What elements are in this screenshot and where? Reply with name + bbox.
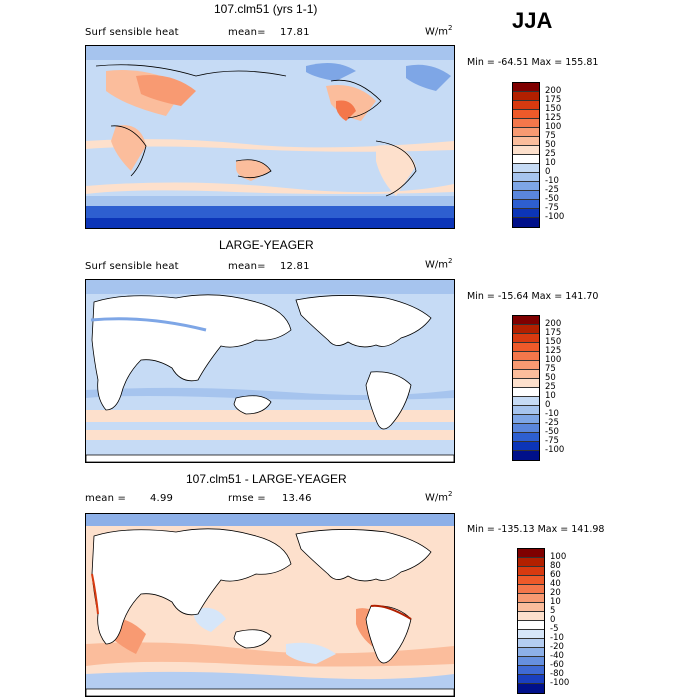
panel2-tick: 150 (545, 337, 562, 347)
panel1-tick: 75 (545, 131, 556, 141)
panel2-mean-value: 12.81 (280, 261, 310, 272)
panel2-tick: 125 (545, 346, 562, 356)
panel1-title: 107.clm51 (yrs 1-1) (214, 2, 318, 16)
panel3-rmse-label: rmse = (228, 493, 266, 504)
panel3-mean-label: mean = (85, 493, 127, 504)
panel1-tick: -10 (545, 176, 559, 186)
panel2-units: W/m2 (425, 257, 453, 271)
panel2-tick: 200 (545, 319, 562, 329)
panel2-tick: 100 (545, 355, 562, 365)
panel2-tick: 0 (545, 400, 551, 410)
panel1-tick: -75 (545, 203, 559, 213)
panel1-units: W/m2 (425, 24, 453, 38)
panel3-tick: -5 (550, 624, 559, 634)
panel3-tick: -40 (550, 651, 564, 661)
panel2-tick: -75 (545, 436, 559, 446)
panel2-map (85, 279, 455, 463)
panel3-mean-value: 4.99 (150, 493, 174, 504)
panel3-tick: 100 (550, 552, 567, 562)
panel1-tick: 0 (545, 167, 551, 177)
panel3-units: W/m2 (425, 490, 453, 504)
panel3-tick: -20 (550, 642, 564, 652)
panel2-tick: 175 (545, 328, 562, 338)
panel2-colorbar: 200 175 150 125 100 75 50 25 10 0 -10 -2… (512, 315, 564, 461)
panel2-tick: -50 (545, 427, 559, 437)
panel2-mean-label: mean= (228, 261, 266, 272)
panel1-tick: 100 (545, 122, 562, 132)
panel2-tick: -25 (545, 418, 559, 428)
panel3-tick: 60 (550, 570, 561, 580)
panel1-colorbar: 200 175 150 125 100 75 50 25 10 0 -10 -2… (512, 82, 564, 228)
panel1-tick: 200 (545, 86, 562, 96)
panel1-tick: -50 (545, 194, 559, 204)
panel3-tick: 80 (550, 561, 561, 571)
panel1-map (85, 45, 455, 229)
panel1-tick: -25 (545, 185, 559, 195)
panel3-tick: -10 (550, 633, 564, 643)
panel3-tick: -80 (550, 669, 564, 679)
panel2-minmax: Min = -15.64 Max = 141.70 (467, 291, 599, 302)
panel3-tick: -100 (550, 678, 570, 688)
panel1-tick: -100 (545, 212, 565, 222)
panel2-field-label: Surf sensible heat (85, 261, 179, 272)
panel1-minmax: Min = -64.51 Max = 155.81 (467, 57, 599, 68)
panel1-tick: 150 (545, 104, 562, 114)
panel1-mean-label: mean= (228, 27, 266, 38)
panel3-title: 107.clm51 - LARGE-YEAGER (186, 472, 347, 486)
panel3-minmax: Min = -135.13 Max = 141.98 (467, 524, 605, 535)
season-label: JJA (512, 8, 553, 33)
panel3-tick: -60 (550, 660, 564, 670)
panel2-tick: 75 (545, 364, 556, 374)
panel1-tick: 10 (545, 158, 556, 168)
panel2-title: LARGE-YEAGER (219, 238, 314, 252)
panel3-tick: 0 (550, 615, 556, 625)
panel1-tick: 25 (545, 149, 556, 159)
panel3-colorbar: 100 80 60 40 20 10 5 0 -5 -10 -20 -40 -6… (517, 548, 569, 694)
panel1-mean-value: 17.81 (280, 27, 310, 38)
panel2-tick: -100 (545, 445, 565, 455)
panel1-tick: 50 (545, 140, 556, 150)
panel2-tick: -10 (545, 409, 559, 419)
panel3-tick: 20 (550, 588, 561, 598)
panel1-field-label: Surf sensible heat (85, 27, 179, 38)
panel2-tick: 25 (545, 382, 556, 392)
panel3-tick: 10 (550, 597, 561, 607)
panel3-rmse-value: 13.46 (282, 493, 312, 504)
panel2-tick: 50 (545, 373, 556, 383)
panel3-tick: 40 (550, 579, 561, 589)
panel1-tick: 175 (545, 95, 562, 105)
panel1-tick: 125 (545, 113, 562, 123)
panel2-tick: 10 (545, 391, 556, 401)
panel3-map (85, 513, 455, 697)
panel3-tick: 5 (550, 606, 556, 616)
